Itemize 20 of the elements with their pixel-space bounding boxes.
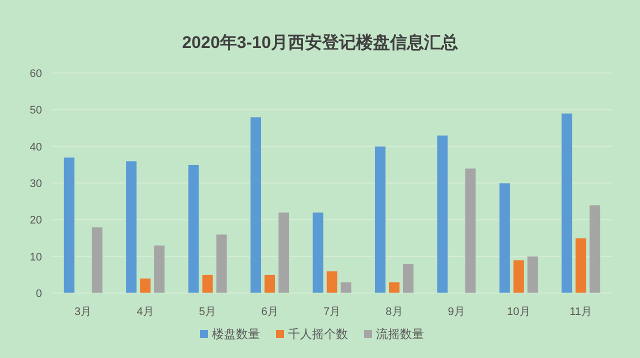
legend-label: 流摇数量 (376, 327, 424, 341)
x-tick-label: 9月 (448, 306, 466, 318)
x-tick-label: 10月 (507, 306, 530, 318)
y-tick-label: 20 (30, 214, 42, 227)
x-tick-label: 3月 (74, 306, 92, 318)
title: 2020年3-10月西安登记楼盘信息汇总 (182, 33, 458, 52)
y-tick-label: 40 (30, 141, 42, 154)
y-tick-label: 60 (30, 68, 42, 80)
y-tick-label: 30 (30, 178, 42, 190)
x-tick-label: 7月 (323, 306, 341, 318)
x-tick-label: 5月 (198, 306, 216, 318)
x-tick-label: 11月 (570, 306, 592, 318)
legend-label: 千人摇个数 (288, 327, 348, 341)
legend-label: 楼盘数量 (212, 327, 260, 341)
x-tick-label: 4月 (136, 306, 154, 318)
x-tick-label: 6月 (261, 306, 278, 318)
x-tick-label: 8月 (386, 306, 403, 318)
y-tick-label: 0 (36, 288, 42, 300)
y-tick-label: 50 (30, 104, 42, 117)
y-tick-label: 10 (30, 251, 42, 264)
